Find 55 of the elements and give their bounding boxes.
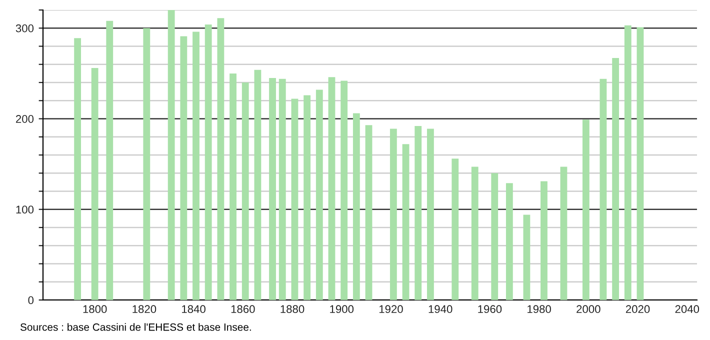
- bar: [180, 36, 188, 300]
- x-tick-label: 1900: [330, 305, 354, 314]
- bar: [304, 95, 311, 300]
- bar: [74, 38, 82, 300]
- bar: [204, 24, 212, 300]
- bar: [506, 183, 513, 300]
- y-tick-label: 100: [16, 206, 34, 214]
- source-note: Sources : base Cassini de l'EHESS et base Insee.: [20, 323, 251, 331]
- y-tick-label: 200: [16, 115, 34, 123]
- x-tick-label: 1860: [231, 305, 255, 314]
- bar: [91, 68, 98, 300]
- y-tick-label: 0: [28, 296, 34, 304]
- bar: [365, 125, 372, 300]
- bar: [143, 28, 150, 300]
- x-tick-label: 2000: [576, 305, 600, 314]
- bar: [242, 82, 249, 300]
- bar: [624, 25, 632, 300]
- bar: [217, 18, 224, 300]
- bar: [269, 78, 276, 300]
- x-tick-label: 2020: [626, 305, 650, 314]
- bar: [582, 120, 590, 300]
- x-tick-label: 1940: [428, 305, 452, 314]
- bar: [402, 144, 410, 300]
- bar: [254, 70, 262, 300]
- bar: [612, 58, 620, 300]
- bar: [560, 166, 568, 300]
- bar: [427, 128, 434, 300]
- x-tick-label: 1920: [379, 305, 403, 314]
- x-tick-label: 2040: [675, 305, 700, 314]
- x-tick-label: 1820: [132, 305, 156, 314]
- bar: [278, 78, 286, 300]
- bar: [471, 166, 478, 300]
- bar: [636, 27, 644, 300]
- bar: [316, 90, 323, 300]
- bar: [540, 181, 548, 300]
- bar: [600, 78, 607, 300]
- y-tick-label: 300: [16, 24, 34, 32]
- bar: [523, 214, 530, 300]
- bar: [192, 32, 200, 300]
- x-tick-label: 1960: [478, 305, 502, 314]
- x-tick-label: 1800: [83, 305, 107, 314]
- bar: [291, 98, 298, 300]
- bar: [491, 173, 498, 300]
- bar: [340, 80, 348, 300]
- x-tick-label: 1980: [528, 305, 551, 314]
- x-tick-label: 1840: [182, 305, 206, 314]
- x-tick-label: 1880: [280, 305, 304, 314]
- bar: [414, 126, 422, 300]
- bar: [390, 128, 397, 300]
- bar: [452, 158, 459, 300]
- bar: [352, 113, 360, 300]
- bar: [106, 20, 114, 300]
- bar: [328, 77, 336, 300]
- bar: [168, 10, 175, 300]
- bar: [230, 73, 236, 300]
